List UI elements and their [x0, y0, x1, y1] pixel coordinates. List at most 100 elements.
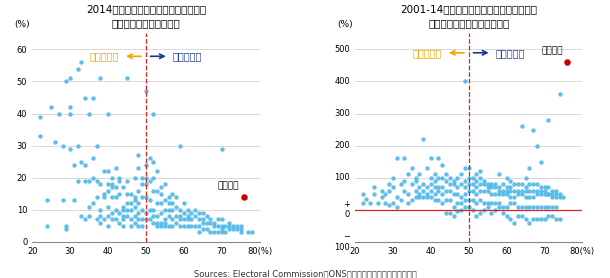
Point — [487, 182, 497, 186]
Point — [509, 195, 519, 199]
Point — [198, 211, 207, 215]
Point — [357, 192, 367, 196]
Point — [202, 220, 212, 225]
Point — [134, 224, 143, 228]
Point — [506, 188, 515, 193]
Point — [81, 179, 90, 183]
Point — [171, 220, 181, 225]
Point — [107, 185, 117, 190]
Point — [88, 175, 98, 180]
Point — [434, 185, 443, 190]
Point — [555, 195, 565, 199]
Point — [490, 192, 500, 196]
Point — [544, 192, 553, 196]
Point — [418, 182, 428, 186]
Point — [456, 195, 466, 199]
Point — [502, 185, 512, 190]
Point — [490, 185, 500, 190]
Point — [137, 217, 147, 222]
Point — [152, 224, 162, 228]
Point — [540, 185, 550, 190]
Point — [422, 195, 432, 199]
Point — [110, 217, 120, 222]
Point — [464, 182, 473, 186]
Point — [418, 188, 428, 193]
Point — [137, 208, 147, 212]
Point — [483, 201, 493, 206]
Point — [521, 175, 531, 180]
Point — [464, 204, 473, 209]
Point — [240, 195, 249, 199]
Point — [62, 227, 71, 231]
Point — [464, 166, 473, 170]
Point — [171, 195, 181, 199]
Point — [562, 60, 572, 64]
Point — [418, 137, 428, 142]
Point — [152, 214, 162, 219]
Point — [388, 175, 398, 180]
Point — [160, 224, 170, 228]
Point — [115, 211, 124, 215]
Point — [426, 175, 436, 180]
Point — [137, 224, 147, 228]
Point — [141, 211, 151, 215]
Point — [377, 195, 387, 199]
Point — [479, 182, 489, 186]
Point — [221, 230, 231, 234]
Point — [551, 195, 561, 199]
Point — [555, 92, 565, 96]
Point — [415, 172, 425, 177]
Point — [517, 214, 526, 219]
Point — [407, 198, 417, 202]
Point — [35, 134, 45, 138]
Point — [81, 163, 90, 167]
Point — [198, 217, 207, 222]
Point — [468, 208, 478, 212]
Point — [449, 214, 459, 219]
Point — [426, 195, 436, 199]
Point — [168, 201, 178, 206]
Point — [494, 172, 504, 177]
Point — [540, 188, 550, 193]
Point — [430, 185, 440, 190]
Text: 残留多数派: 残留多数派 — [413, 48, 442, 58]
Point — [152, 188, 162, 193]
Point — [460, 198, 470, 202]
Point — [513, 182, 523, 186]
Point — [88, 95, 98, 100]
Point — [145, 179, 154, 183]
Point — [551, 217, 561, 222]
Point — [525, 204, 534, 209]
Point — [460, 179, 470, 183]
Point — [449, 192, 459, 196]
Point — [494, 185, 504, 190]
Point — [479, 188, 489, 193]
Point — [160, 220, 170, 225]
Point — [103, 182, 113, 186]
Point — [179, 211, 188, 215]
Point — [130, 220, 140, 225]
Point — [194, 224, 204, 228]
Point — [168, 192, 178, 196]
Point — [544, 185, 553, 190]
Point — [107, 217, 117, 222]
Point — [84, 179, 94, 183]
Point — [213, 217, 223, 222]
Point — [536, 204, 545, 209]
Point — [156, 201, 166, 206]
Point — [483, 204, 493, 209]
Point — [198, 220, 207, 225]
Point — [96, 220, 106, 225]
Point — [411, 195, 420, 199]
Point — [517, 124, 526, 129]
Point — [506, 185, 515, 190]
Point — [228, 224, 238, 228]
Point — [453, 192, 462, 196]
Point — [479, 208, 489, 212]
Point — [182, 217, 192, 222]
Point — [115, 192, 124, 196]
Point — [50, 140, 60, 145]
Point — [498, 182, 508, 186]
Point — [460, 166, 470, 170]
Point — [65, 147, 75, 151]
